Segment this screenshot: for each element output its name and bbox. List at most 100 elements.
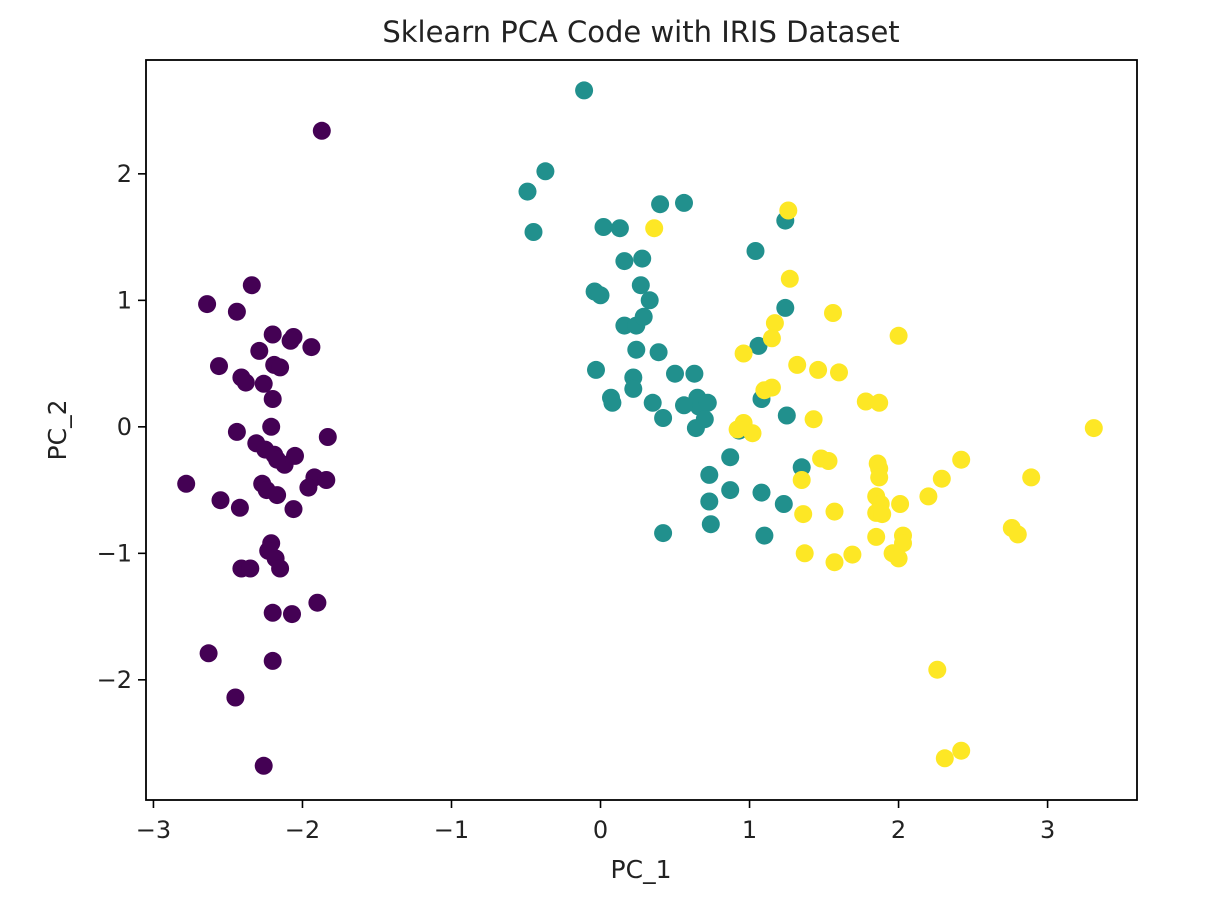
x-tick-label: 0 bbox=[593, 816, 608, 844]
y-tick-label: −2 bbox=[97, 666, 132, 694]
data-point-class-1-47 bbox=[774, 495, 793, 513]
data-point-class-2-9 bbox=[809, 360, 828, 379]
data-point-class-2-3 bbox=[824, 304, 842, 322]
data-point-class-0-9 bbox=[210, 357, 228, 376]
data-point-class-1-18 bbox=[634, 307, 653, 326]
y-tick-label: 0 bbox=[117, 413, 132, 441]
data-point-class-0-28 bbox=[177, 474, 196, 493]
data-point-class-0-14 bbox=[254, 374, 273, 393]
data-point-class-1-25 bbox=[624, 379, 643, 398]
data-point-class-1-19 bbox=[776, 298, 795, 317]
y-tick-label: 2 bbox=[117, 160, 132, 188]
data-point-class-1-34 bbox=[643, 393, 662, 412]
data-point-class-0-13 bbox=[236, 373, 255, 392]
data-point-class-2-0 bbox=[779, 201, 798, 220]
data-point-class-0-26 bbox=[317, 471, 336, 489]
data-point-class-0-46 bbox=[226, 688, 245, 707]
data-point-class-0-6 bbox=[281, 331, 300, 350]
data-point-class-2-35 bbox=[794, 505, 813, 524]
data-point-class-2-21 bbox=[819, 452, 838, 470]
data-point-class-1-50 bbox=[755, 526, 774, 545]
data-point-class-2-17 bbox=[728, 420, 747, 439]
data-point-class-2-4 bbox=[889, 326, 908, 345]
x-tick-label: 1 bbox=[742, 816, 757, 844]
data-point-class-0-34 bbox=[284, 500, 303, 519]
data-point-class-1-13 bbox=[591, 286, 610, 305]
data-point-class-1-36 bbox=[654, 409, 673, 427]
data-point-class-1-42 bbox=[700, 465, 719, 484]
x-axis: −3 −2 −1 0 1 2 3 bbox=[136, 800, 1055, 844]
data-point-class-2-49 bbox=[935, 749, 954, 768]
data-point-class-0-11 bbox=[271, 358, 290, 377]
data-point-class-1-4 bbox=[651, 195, 670, 214]
data-point-class-2-29 bbox=[919, 487, 938, 506]
data-point-class-2-15 bbox=[804, 410, 823, 429]
data-point-class-1-33 bbox=[603, 393, 622, 412]
x-tick-label: −3 bbox=[136, 816, 171, 844]
data-point-class-2-42 bbox=[795, 544, 814, 563]
data-points bbox=[177, 81, 1103, 775]
x-tick-label: −2 bbox=[285, 816, 320, 844]
data-point-class-1-6 bbox=[594, 218, 613, 236]
data-point-class-1-27 bbox=[685, 364, 704, 383]
data-point-class-1-30 bbox=[698, 393, 717, 412]
data-point-class-0-15 bbox=[263, 390, 282, 408]
data-point-class-0-45 bbox=[263, 651, 282, 670]
data-point-class-1-0 bbox=[575, 81, 594, 100]
x-tick-label: 3 bbox=[1040, 816, 1055, 844]
data-point-class-1-21 bbox=[627, 340, 646, 359]
data-point-class-2-34 bbox=[873, 505, 892, 524]
data-point-class-2-5 bbox=[765, 314, 784, 333]
data-point-class-0-33 bbox=[230, 498, 249, 517]
y-axis-label: PC_2 bbox=[43, 400, 72, 461]
data-point-class-2-26 bbox=[932, 469, 951, 488]
data-point-class-2-14 bbox=[870, 393, 889, 412]
data-point-class-0-40 bbox=[241, 559, 260, 578]
data-point-class-2-19 bbox=[1084, 419, 1103, 438]
x-tick-label: 2 bbox=[891, 816, 906, 844]
data-point-class-2-47 bbox=[928, 660, 947, 679]
data-point-class-0-8 bbox=[250, 341, 269, 360]
data-point-class-2-38 bbox=[1008, 525, 1027, 544]
data-point-class-0-44 bbox=[199, 644, 218, 663]
data-point-class-1-20 bbox=[749, 336, 768, 355]
data-point-class-0-27 bbox=[299, 478, 318, 497]
x-tick-label: −1 bbox=[434, 816, 469, 844]
data-point-class-2-12 bbox=[755, 381, 774, 400]
data-point-class-0-31 bbox=[268, 486, 287, 505]
data-point-class-0-4 bbox=[263, 325, 282, 344]
data-point-class-1-43 bbox=[792, 458, 811, 477]
data-point-class-1-7 bbox=[610, 219, 629, 238]
data-point-class-0-0 bbox=[312, 121, 331, 140]
data-point-class-2-46 bbox=[825, 553, 844, 572]
data-point-class-0-38 bbox=[271, 559, 290, 578]
data-point-class-2-48 bbox=[952, 741, 971, 760]
data-point-class-1-49 bbox=[654, 524, 673, 543]
data-point-class-1-3 bbox=[524, 223, 543, 241]
data-point-class-2-6 bbox=[762, 329, 781, 348]
data-point-class-0-23 bbox=[318, 428, 337, 446]
data-point-class-1-22 bbox=[649, 343, 668, 362]
data-point-class-1-44 bbox=[700, 492, 719, 511]
data-point-class-1-15 bbox=[640, 291, 659, 310]
data-point-class-0-32 bbox=[211, 491, 230, 510]
data-point-class-1-2 bbox=[518, 182, 537, 201]
x-axis-label: PC_1 bbox=[611, 855, 672, 884]
data-point-class-1-14 bbox=[631, 276, 650, 295]
data-point-class-1-45 bbox=[721, 481, 740, 500]
y-tick-label: −1 bbox=[97, 539, 132, 567]
data-point-class-0-42 bbox=[283, 605, 301, 624]
data-point-class-2-8 bbox=[788, 355, 807, 374]
data-point-class-0-18 bbox=[262, 417, 281, 436]
data-point-class-1-39 bbox=[777, 406, 796, 425]
data-point-class-1-41 bbox=[721, 448, 740, 467]
data-point-class-2-13 bbox=[856, 392, 875, 411]
data-point-class-2-2 bbox=[780, 269, 799, 288]
data-point-class-0-41 bbox=[263, 603, 282, 622]
data-point-class-2-43 bbox=[843, 545, 862, 564]
data-point-class-2-28 bbox=[792, 471, 811, 489]
data-point-class-0-1 bbox=[242, 276, 261, 295]
data-point-class-1-9 bbox=[746, 242, 765, 260]
data-point-class-2-36 bbox=[825, 502, 844, 521]
